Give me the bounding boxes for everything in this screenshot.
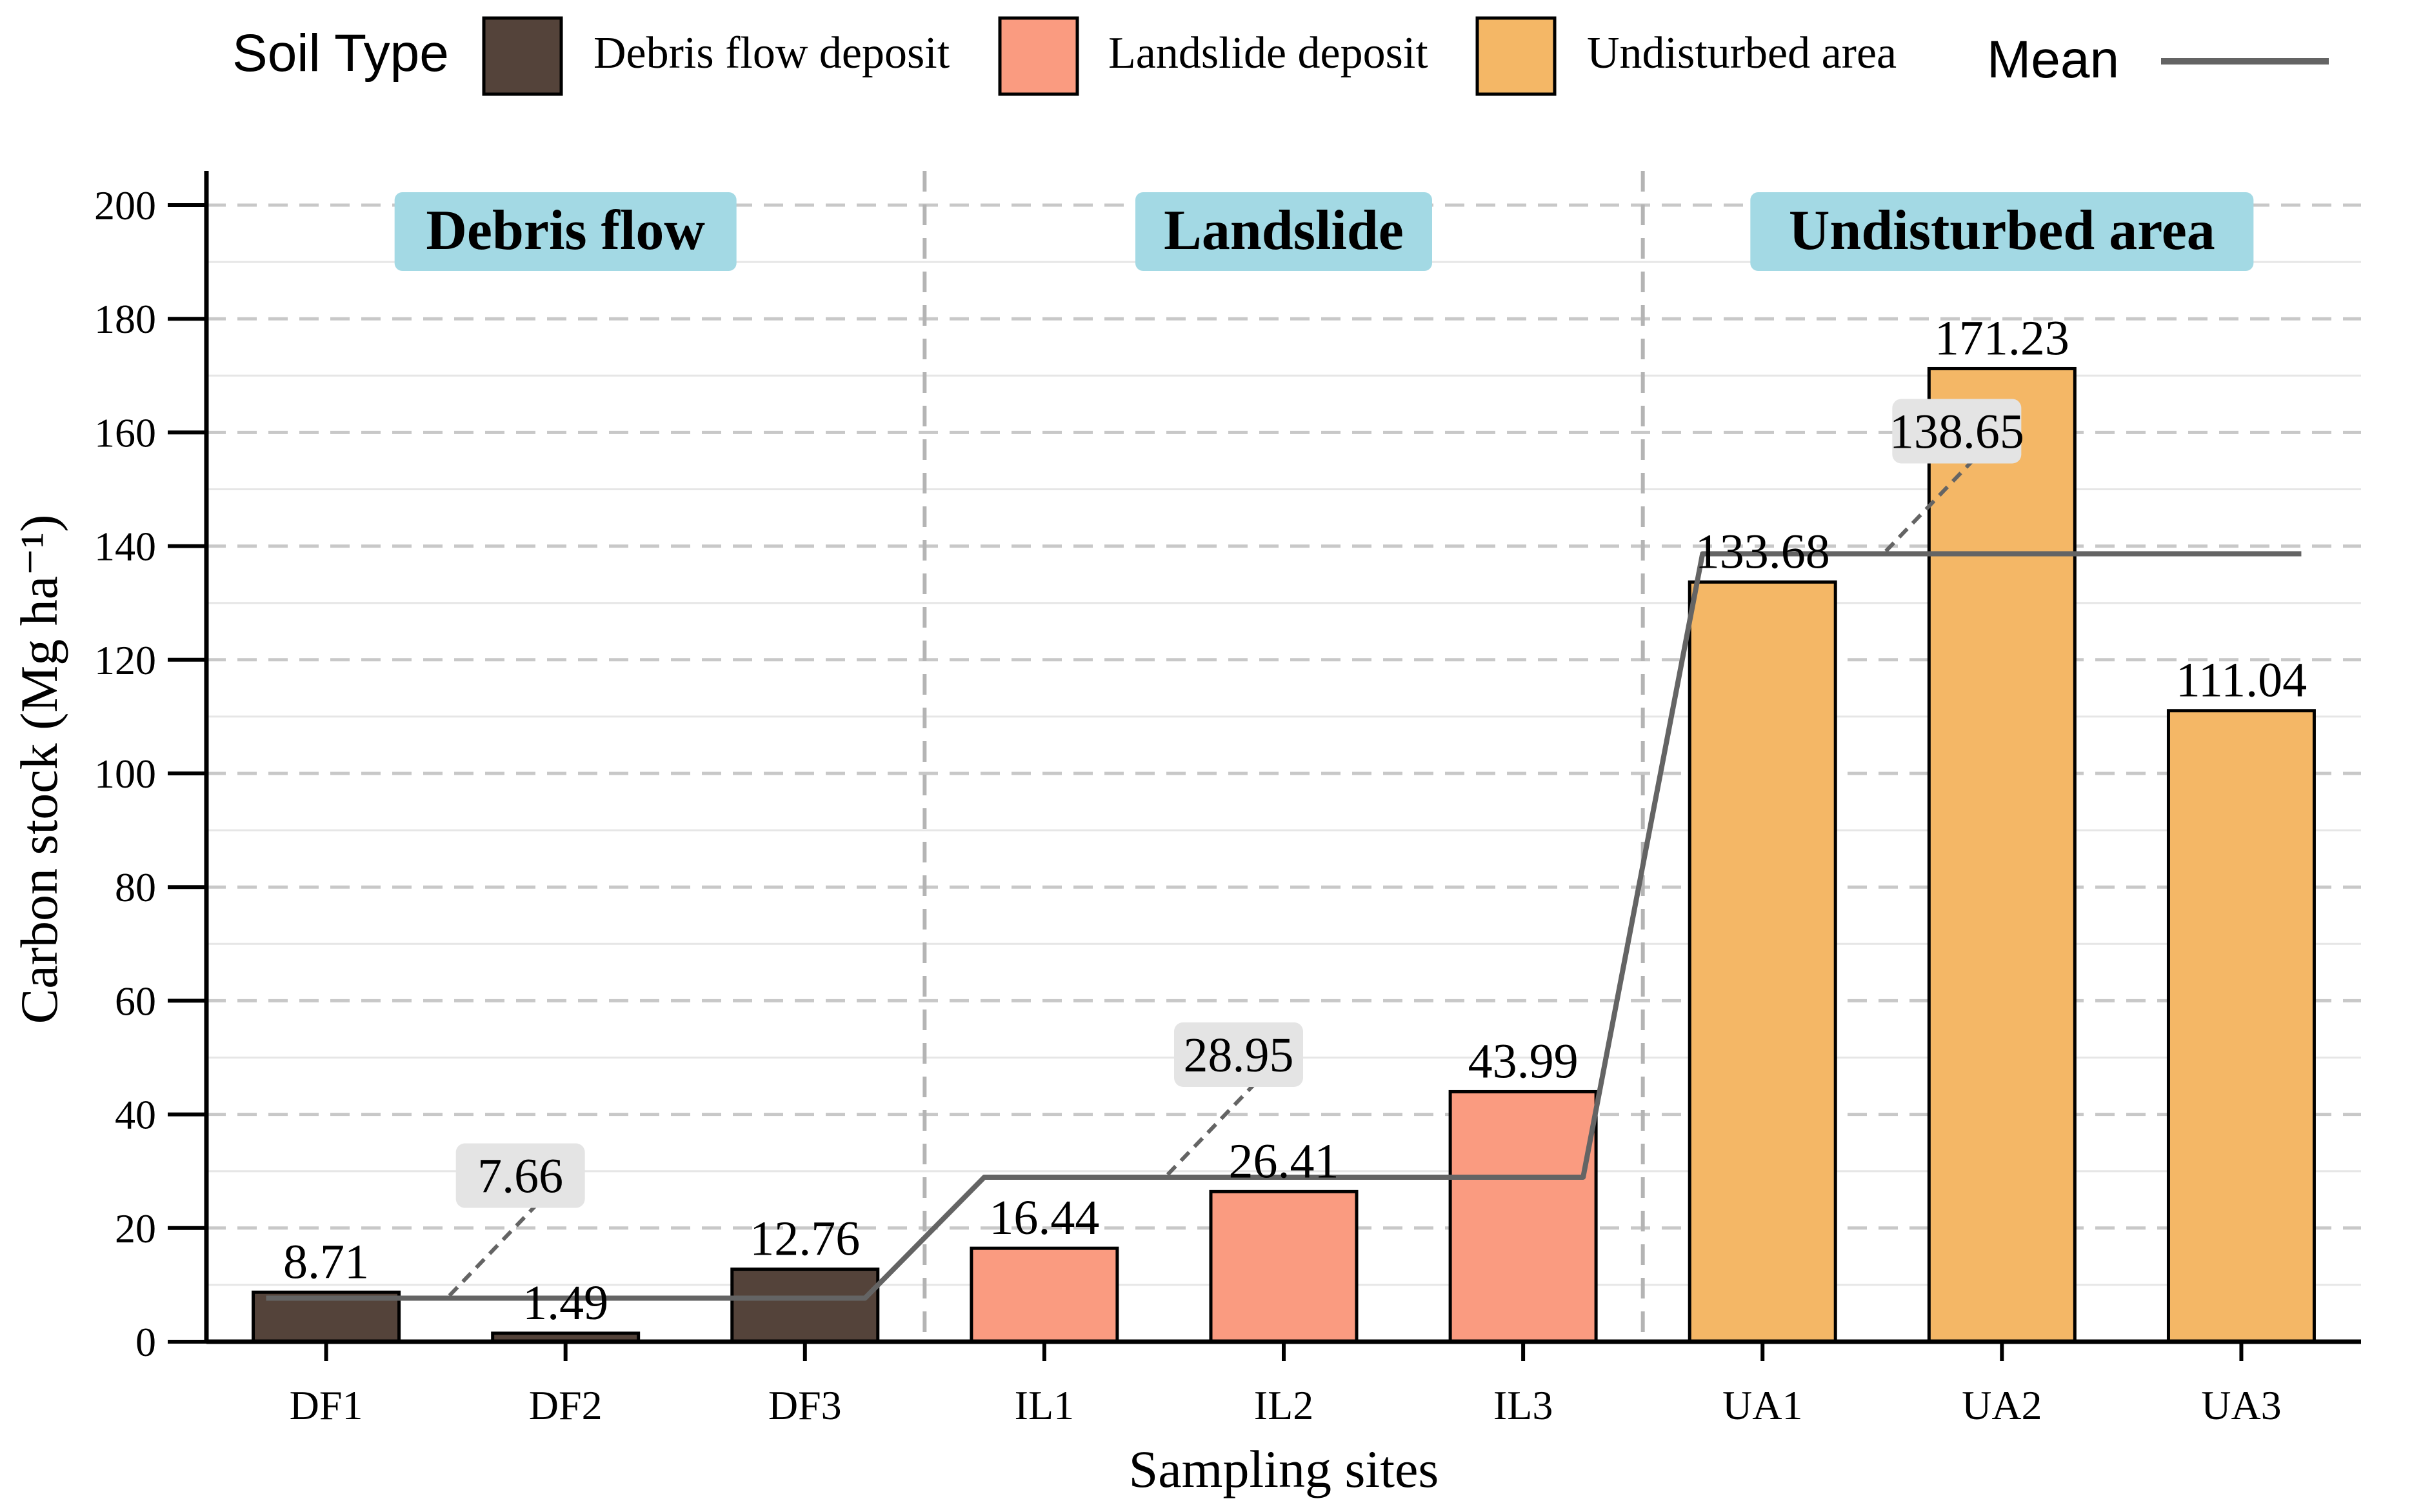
bar-value-label: 16.44 [989,1191,1099,1245]
bars [252,366,2316,1344]
x-tick-label: DF3 [768,1382,842,1428]
mean-callout-leader [1884,455,1978,553]
legend-title: Soil Type [232,24,449,83]
y-tick-label: 80 [115,864,156,910]
mean-callout-box [1174,1022,1303,1087]
bar-ua3 [2166,709,2316,1344]
mean-line-group: 7.66 28.95 138.65 [266,399,2302,1301]
bar-df3 [730,1268,880,1344]
bar-il3 [1448,1089,1598,1344]
mean-value-label: 7.66 [477,1149,563,1204]
x-tick-label: UA1 [1722,1382,1802,1428]
bar-value-label: 171.23 [1935,311,2069,365]
bar-value-label: 111.04 [2176,653,2307,708]
panel-label-box [1135,192,1432,271]
y-tick-label: 20 [115,1206,156,1251]
bar-value-label: 12.76 [750,1212,860,1266]
x-tick-label: IL3 [1493,1382,1553,1428]
x-tick-label: IL1 [1015,1382,1074,1428]
axes: 0 20 40 60 80 100 120 140 160 180 200 DF1 DF2 DF3 IL1 I… [10,171,2361,1498]
y-tick-label: 140 [94,524,156,570]
bar-ua2 [1927,366,2077,1344]
group-separators [922,171,1645,1342]
y-axis-title: Carbon stock (Mg ha⁻¹) [10,515,68,1024]
x-tick-label: DF1 [290,1382,363,1428]
legend: Soil Type Debris flow deposit Landslide de… [232,16,2329,96]
legend-key-debris-flow-deposit [482,16,563,96]
panel-label-debris-flow: Debris flow [426,199,705,262]
legend-key-undisturbed-area [1475,16,1557,96]
x-tick-label: IL2 [1254,1382,1313,1428]
mean-value-label: 28.95 [1184,1028,1294,1082]
legend-label: Debris flow deposit [593,28,950,78]
bar-value-label: 26.41 [1229,1134,1339,1188]
bar-value-label: 133.68 [1695,524,1830,579]
y-tick-label: 0 [135,1319,156,1365]
bar-value-label: 43.99 [1468,1034,1579,1088]
bar-value-label: 1.49 [523,1276,608,1330]
x-axis-title: Sampling sites [1129,1440,1439,1498]
y-tick-label: 160 [94,410,156,455]
y-tick-label: 200 [94,183,156,228]
value-labels: 8.71 1.49 12.76 16.44 26.41 43.99 133.68 171.23… [283,311,2307,1329]
x-tick-label: UA3 [2201,1382,2281,1428]
x-tick-label: UA2 [1962,1382,2042,1428]
mean-callout-leader [1166,1079,1260,1177]
mean-callout-box [455,1143,585,1208]
legend-mean-label: Mean [1987,30,2119,89]
bar-value-label: 8.71 [283,1235,369,1289]
legend-label: Undisturbed area [1587,28,1897,78]
panel-label-undisturbed-area: Undisturbed area [1789,199,2215,262]
y-tick-label: 60 [115,978,156,1024]
bar-ua1 [1688,580,1837,1344]
panel-label-box [394,192,737,271]
mean-callout-box [1892,399,2022,464]
legend-label: Landslide deposit [1108,28,1428,78]
legend-key-landslide-deposit [998,16,1079,96]
y-tick-label: 180 [94,296,156,342]
y-tick-label: 120 [94,637,156,683]
mean-value-label: 138.65 [1889,404,2024,459]
panel-label-box [1750,192,2254,271]
y-tick-label: 100 [94,751,156,797]
x-tick-label: DF2 [529,1382,603,1428]
mean-line [266,551,2302,1301]
mean-callout-leader [448,1200,541,1297]
panel-label-landslide: Landslide [1164,199,1404,262]
panel-labels: Debris flow Landslide Undisturbed area [394,192,2254,271]
y-tick-label: 40 [115,1092,156,1138]
bar-il1 [970,1246,1119,1344]
bar-il2 [1209,1189,1359,1344]
